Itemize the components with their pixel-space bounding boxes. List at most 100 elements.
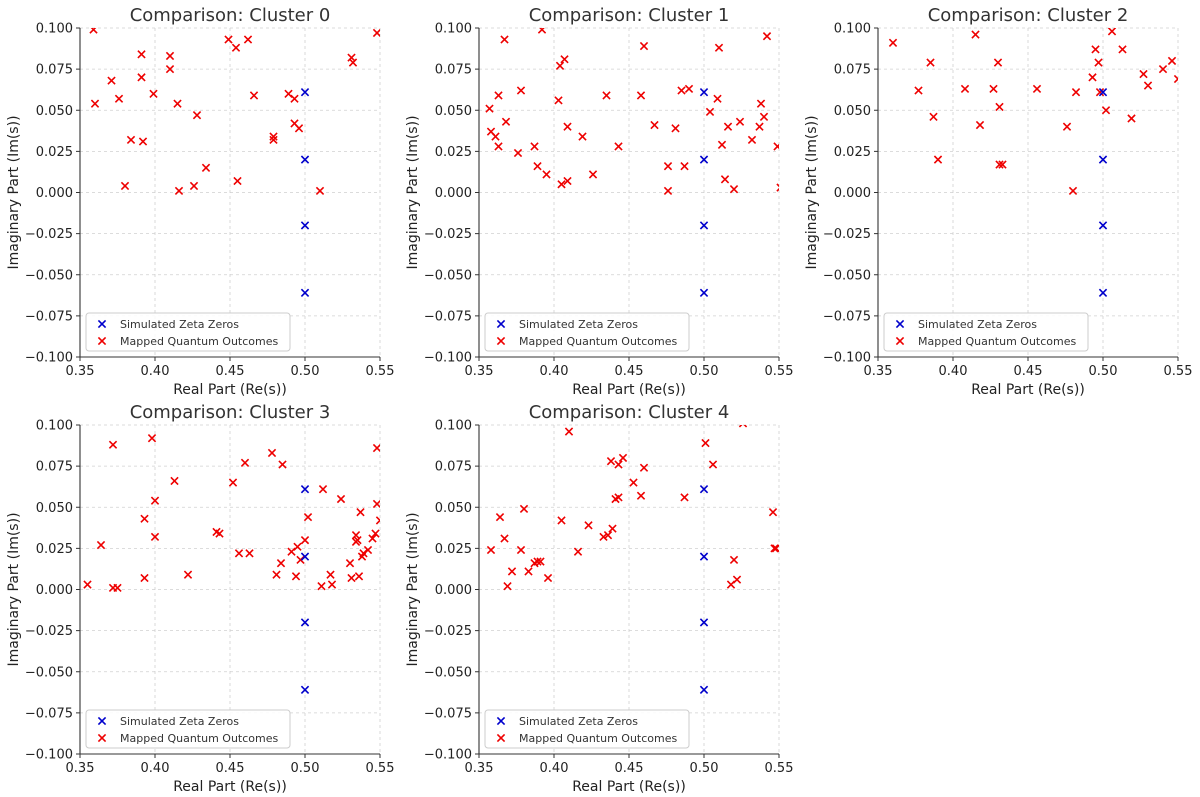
mapped-quantum-outcomes-point [347, 573, 356, 583]
x-tick-label: 0.40 [540, 761, 569, 776]
mapped-quantum-outcomes-point [759, 112, 769, 121]
mapped-quantum-outcomes-point [773, 142, 779, 151]
mapped-quantum-outcomes-point [327, 580, 337, 589]
y-tick-label: 0.050 [435, 104, 472, 119]
mapped-quantum-outcomes-point [714, 43, 724, 52]
mapped-quantum-outcomes-point [554, 96, 563, 105]
data-points [83, 433, 380, 695]
mapped-quantum-outcomes-point [1143, 81, 1153, 90]
mapped-quantum-outcomes-point [276, 559, 286, 568]
mapped-quantum-outcomes-point [491, 132, 500, 141]
mapped-quantum-outcomes-point [914, 86, 923, 95]
y-tick-label: −0.075 [25, 309, 73, 324]
mapped-quantum-outcomes-point [140, 514, 149, 523]
simulated-zeta-zeros-point [300, 484, 310, 494]
mapped-quantum-outcomes-point [1107, 28, 1117, 36]
y-tick-label: −0.100 [823, 351, 871, 366]
simulated-zeta-zeros-point [1098, 288, 1108, 298]
simulated-zeta-zeros-point [699, 685, 709, 695]
data-points [485, 28, 779, 298]
legend: Simulated Zeta Zeros Mapped Quantum Outco… [85, 709, 291, 749]
y-tick-label: −0.050 [25, 268, 73, 283]
legend-box [484, 312, 690, 352]
mapped-quantum-outcomes-point [108, 440, 118, 449]
mapped-quantum-outcomes-point [290, 94, 299, 103]
x-tick-label: 0.55 [1164, 364, 1193, 379]
mapped-quantum-outcomes-point [557, 180, 566, 189]
y-tick-label: 0.100 [36, 22, 73, 37]
x-tick-label: 0.40 [141, 364, 170, 379]
mapped-quantum-outcomes-point [555, 61, 565, 71]
mapped-quantum-outcomes-point [926, 58, 935, 67]
y-tick-label: 0.000 [435, 583, 472, 598]
y-tick-label: 0.025 [435, 542, 472, 557]
simulated-zeta-zeros-point [1098, 221, 1108, 230]
x-tick-label: 0.40 [141, 761, 170, 776]
legend-marker [97, 716, 107, 726]
mapped-quantum-outcomes-point [137, 73, 146, 82]
mapped-quantum-outcomes-point [494, 142, 503, 151]
y-tick-label: 0.050 [36, 104, 73, 119]
x-axis-label: Real Part (Re(s)) [572, 382, 686, 398]
mapped-quantum-outcomes-point [735, 117, 745, 126]
x-tick-label: 0.45 [615, 364, 644, 379]
y-tick-label: 0.075 [834, 63, 871, 78]
mapped-quantum-outcomes-point [201, 163, 211, 172]
y-tick-label: −0.075 [424, 309, 472, 324]
legend: Simulated Zeta Zeros Mapped Quantum Outco… [484, 312, 690, 352]
chart-panel-cluster-0: 0.35 0.40 0.45 0.50 0.55 −0.100 −0.075 −0.050 −0… [6, 5, 394, 398]
mapped-quantum-outcomes-point [138, 137, 148, 146]
legend-label: Simulated Zeta Zeros [519, 318, 638, 331]
y-tick-label: −0.025 [823, 227, 871, 242]
x-tick-label: 0.50 [690, 364, 719, 379]
mapped-quantum-outcomes-point [165, 51, 175, 61]
mapped-quantum-outcomes-point [516, 545, 526, 555]
chart-panel-cluster-2: 0.35 0.40 0.45 0.50 0.55 −0.100 −0.075 −0.050 −0… [804, 5, 1192, 398]
mapped-quantum-outcomes-point [303, 512, 313, 522]
chart-panel-cluster-4: 0.35 0.40 0.45 0.50 0.55 −0.100 −0.075 −0.050 −0… [405, 402, 793, 795]
mapped-quantum-outcomes-point [602, 91, 611, 100]
mapped-quantum-outcomes-point [1127, 114, 1136, 123]
mapped-quantum-outcomes-point [888, 38, 898, 47]
y-tick-label: 0.100 [435, 419, 472, 434]
legend-label: Mapped Quantum Outcomes [120, 732, 278, 745]
y-axis-label: Imaginary Part (Im(s)) [405, 512, 421, 666]
mapped-quantum-outcomes-point [516, 86, 526, 95]
simulated-zeta-zeros-point [699, 484, 709, 494]
mapped-quantum-outcomes-point [375, 516, 380, 525]
mapped-quantum-outcomes-point [524, 567, 533, 576]
y-tick-label: 0.000 [36, 186, 73, 201]
mapped-quantum-outcomes-point [267, 448, 277, 458]
simulated-zeta-zeros-point [699, 288, 709, 298]
y-tick-label: 0.100 [834, 22, 871, 37]
mapped-quantum-outcomes-point [614, 493, 623, 502]
mapped-quantum-outcomes-point [126, 135, 136, 145]
mapped-quantum-outcomes-point [269, 135, 278, 145]
legend-marker [97, 319, 107, 329]
mapped-quantum-outcomes-point [215, 529, 224, 538]
mapped-quantum-outcomes-point [747, 135, 757, 145]
mapped-quantum-outcomes-point [291, 572, 301, 581]
legend-marker [496, 319, 506, 329]
mapped-quantum-outcomes-point [149, 89, 158, 98]
mapped-quantum-outcomes-point [639, 463, 649, 472]
mapped-quantum-outcomes-point [234, 549, 244, 558]
mapped-quantum-outcomes-point [578, 132, 587, 141]
mapped-quantum-outcomes-point [573, 547, 583, 556]
mapped-quantum-outcomes-point [603, 531, 613, 540]
y-tick-label: 0.050 [834, 104, 871, 119]
legend-label: Simulated Zeta Zeros [120, 318, 239, 331]
x-tick-label: 0.50 [1089, 364, 1118, 379]
mapped-quantum-outcomes-point [929, 112, 938, 121]
mapped-quantum-outcomes-point [729, 185, 739, 194]
y-tick-label: −0.075 [424, 706, 472, 721]
legend: Simulated Zeta Zeros Mapped Quantum Outco… [484, 709, 690, 749]
mapped-quantum-outcomes-point [588, 170, 598, 179]
y-tick-label: −0.025 [424, 227, 472, 242]
x-axis-label: Real Part (Re(s)) [572, 779, 686, 795]
simulated-zeta-zeros-point [300, 155, 310, 164]
y-tick-label: 0.025 [834, 145, 871, 160]
mapped-quantum-outcomes-point [989, 84, 998, 94]
legend-marker [496, 336, 506, 346]
mapped-quantum-outcomes-point [636, 91, 646, 100]
